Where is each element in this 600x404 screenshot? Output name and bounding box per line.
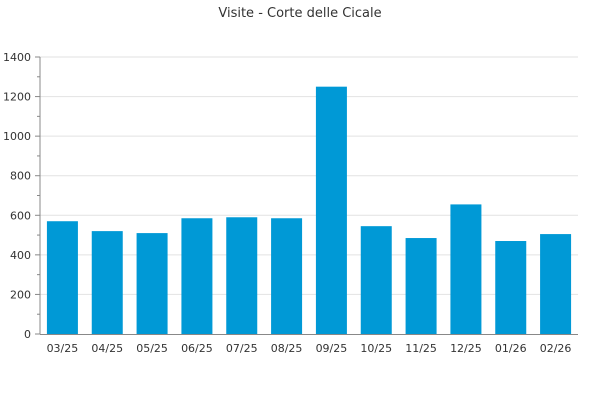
bar-09-25 bbox=[315, 86, 347, 334]
x-tick-label: 03/25 bbox=[47, 342, 79, 355]
x-tick-label: 01/26 bbox=[495, 342, 527, 355]
gridlines bbox=[40, 56, 578, 295]
bar-06-25 bbox=[181, 218, 213, 334]
bar-01-26 bbox=[495, 241, 527, 334]
bar-12-25 bbox=[450, 204, 482, 334]
bar-02-26 bbox=[540, 234, 572, 334]
x-tick-label: 11/25 bbox=[405, 342, 437, 355]
x-tick-label: 02/26 bbox=[540, 342, 572, 355]
y-tick-label: 0 bbox=[24, 328, 31, 341]
y-tick-label: 800 bbox=[10, 170, 31, 183]
x-tick-label: 08/25 bbox=[271, 342, 303, 355]
bar-10-25 bbox=[360, 226, 392, 334]
y-tick-label: 1200 bbox=[3, 91, 31, 104]
y-tick-label: 600 bbox=[10, 209, 31, 222]
chart-title: Visite - Corte delle Cicale bbox=[218, 6, 381, 21]
y-tick-label: 1400 bbox=[3, 51, 31, 64]
x-tick-label: 10/25 bbox=[360, 342, 392, 355]
x-tick-label: 07/25 bbox=[226, 342, 258, 355]
x-tick-label: 05/25 bbox=[136, 342, 168, 355]
y-tick-label: 200 bbox=[10, 288, 31, 301]
axes: 0 200 400 600 800 1000 1200 1400 03/25 04/25 05/25… bbox=[3, 51, 578, 355]
bar-05-25 bbox=[136, 233, 168, 334]
x-tick-label: 04/25 bbox=[91, 342, 123, 355]
bar-04-25 bbox=[91, 231, 123, 334]
bar-07-25 bbox=[226, 217, 258, 334]
y-tick-label: 400 bbox=[10, 249, 31, 262]
bar-08-25 bbox=[271, 218, 303, 334]
x-tick-label: 09/25 bbox=[316, 342, 348, 355]
bar-11-25 bbox=[405, 238, 437, 334]
y-tick-label: 1000 bbox=[3, 130, 31, 143]
bars bbox=[46, 86, 572, 334]
bar-03-25 bbox=[46, 221, 78, 334]
x-tick-label: 06/25 bbox=[181, 342, 213, 355]
x-tick-label: 12/25 bbox=[450, 342, 482, 355]
